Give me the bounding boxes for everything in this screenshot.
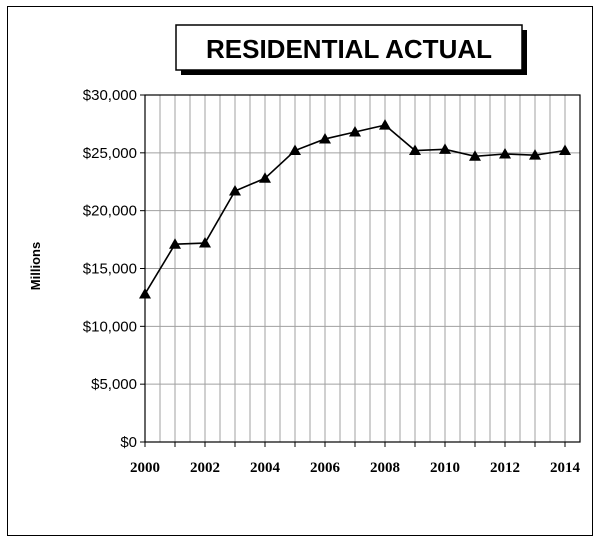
data-point-marker bbox=[229, 185, 241, 196]
data-point-marker bbox=[289, 144, 301, 156]
series-line bbox=[139, 119, 571, 299]
data-point-marker bbox=[559, 144, 571, 156]
data-point-marker bbox=[409, 144, 421, 156]
chart-title: RESIDENTIAL ACTUAL bbox=[206, 34, 492, 64]
data-point-marker bbox=[379, 119, 391, 130]
data-point-marker bbox=[259, 172, 271, 183]
y-tick-label: $5,000 bbox=[91, 376, 137, 393]
data-point-marker bbox=[529, 149, 541, 160]
x-tick-label: 2012 bbox=[490, 460, 520, 476]
chart-title-box: RESIDENTIAL ACTUAL bbox=[175, 24, 527, 75]
y-tick-label: $25,000 bbox=[83, 145, 137, 162]
y-tick-label: $20,000 bbox=[83, 203, 137, 220]
title-border bbox=[175, 24, 523, 71]
y-tick-label: $15,000 bbox=[83, 261, 137, 278]
x-tick-label: 2010 bbox=[430, 460, 460, 476]
x-tick-label: 2014 bbox=[550, 460, 581, 476]
data-point-marker bbox=[199, 237, 211, 248]
y-axis-ticks: $0 $5,000 $10,000 $15,000 $20,000 $25,000 $30,… bbox=[83, 87, 145, 451]
y-tick-label: $30,000 bbox=[83, 87, 137, 104]
y-tick-label: $0 bbox=[120, 434, 137, 451]
data-point-marker bbox=[139, 287, 151, 299]
x-tick-label: 2006 bbox=[310, 460, 341, 476]
x-tick-label: 2008 bbox=[370, 460, 400, 476]
plot-area: $0 $5,000 $10,000 $15,000 $20,000 $25,000 $30,… bbox=[83, 87, 581, 476]
x-tick-label: 2002 bbox=[190, 460, 220, 476]
data-point-marker bbox=[469, 150, 481, 161]
data-point-marker bbox=[499, 147, 511, 159]
x-axis-ticks: 2000 2002 2004 2006 2008 2010 2012 2014 bbox=[130, 442, 581, 476]
data-point-marker bbox=[349, 126, 361, 137]
data-point-marker bbox=[169, 238, 181, 249]
y-axis-label: Millions bbox=[28, 242, 43, 290]
x-tick-label: 2000 bbox=[130, 460, 160, 476]
y-tick-label: $10,000 bbox=[83, 318, 137, 335]
data-point-marker bbox=[319, 132, 331, 144]
x-tick-label: 2004 bbox=[250, 460, 281, 476]
data-point-marker bbox=[439, 143, 451, 154]
